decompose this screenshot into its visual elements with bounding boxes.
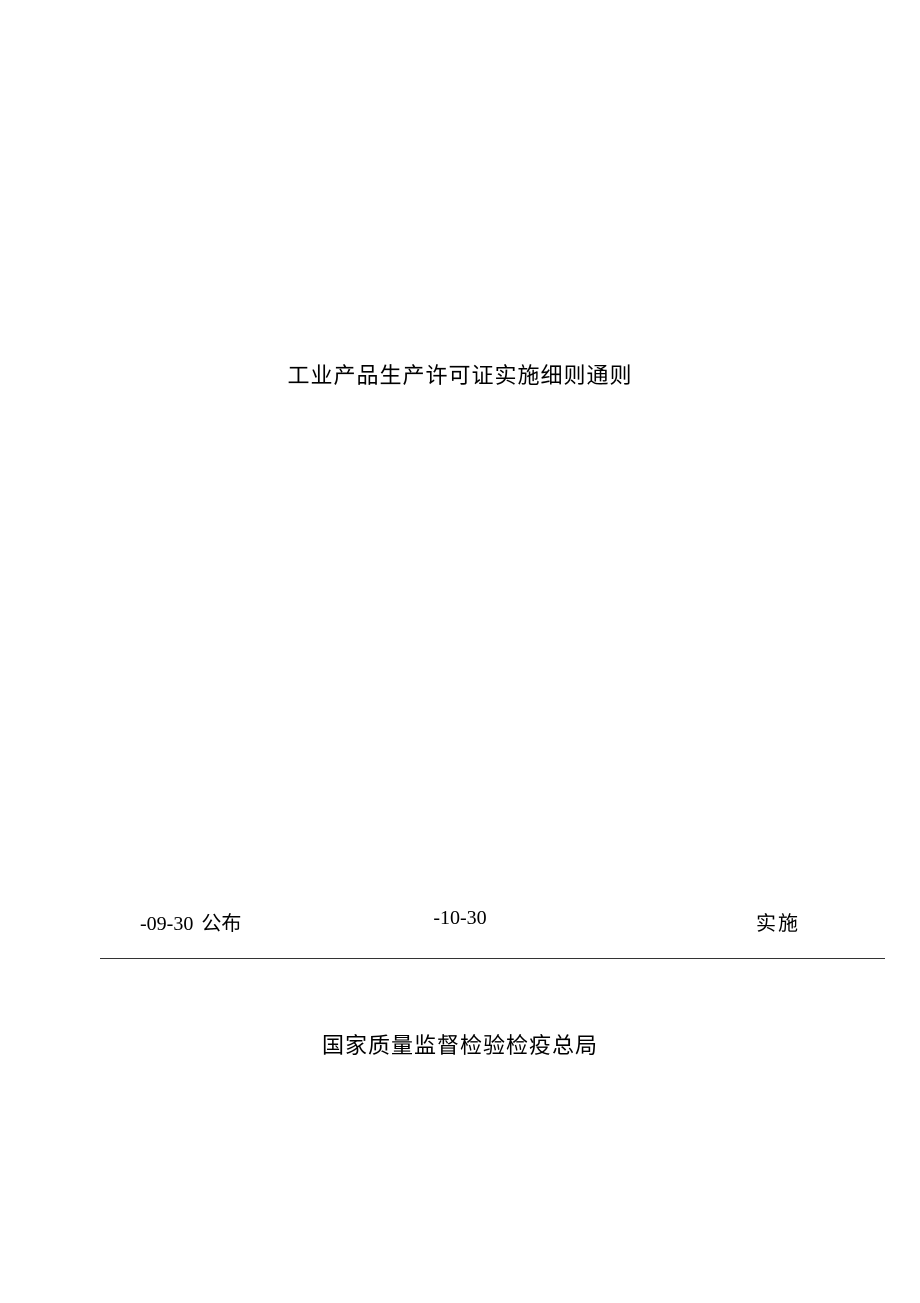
- horizontal-divider: [100, 958, 885, 959]
- document-title: 工业产品生产许可证实施细则通则: [0, 358, 920, 390]
- publish-label: 公布: [201, 907, 241, 936]
- publish-date: -09-30: [140, 913, 193, 936]
- issuing-authority: 国家质量监督检验检疫总局: [0, 1028, 920, 1060]
- publish-date-group: -09-30 公布: [140, 907, 241, 936]
- effective-label: 实施: [756, 907, 800, 936]
- dates-row: -09-30 公布 -10-30 实施: [0, 907, 920, 936]
- effective-date: -10-30: [433, 907, 486, 930]
- document-page: 工业产品生产许可证实施细则通则 -09-30 公布 -10-30 实施 国家质量…: [0, 0, 920, 1303]
